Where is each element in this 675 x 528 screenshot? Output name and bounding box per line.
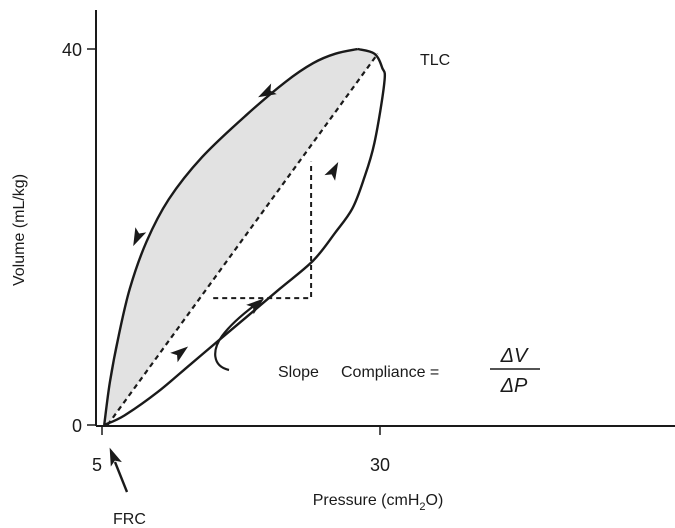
y-tick-label-0: 0 (72, 416, 82, 436)
x-axis-title: Pressure (cmH2O) (313, 492, 444, 513)
slope-pointer-arrow (214, 304, 256, 372)
fraction-numerator: ΔV (500, 345, 529, 367)
fraction-denominator: ΔP (500, 375, 528, 397)
arrow-inflation-upper (324, 162, 339, 181)
compliance-line (106, 53, 379, 426)
y-axis-title: Volume (mL/kg) (11, 174, 28, 286)
tlc-label: TLC (420, 52, 450, 69)
frc-arrow-shaft (113, 461, 129, 493)
hysteresis-area (104, 49, 378, 425)
frc-label: FRC (113, 511, 146, 528)
inflation-curve (103, 47, 387, 427)
deflation-curve (103, 47, 359, 426)
arrow-inflation-lower (170, 346, 189, 363)
slope-label: Slope (278, 364, 319, 381)
x-axis-title-tail: O) (426, 492, 444, 509)
arrow-deflation-left (133, 227, 147, 247)
arrow-deflation-top (258, 83, 277, 98)
compliance-label: Compliance = (341, 364, 439, 381)
x-axis-title-subscript: 2 (419, 501, 425, 513)
x-tick-label-30: 30 (370, 455, 390, 475)
frc-arrowhead (109, 447, 122, 467)
y-tick-label-40: 40 (62, 40, 82, 60)
slope-pointer-arrowhead (246, 298, 265, 315)
x-axis-title-main: Pressure (cmH (313, 492, 420, 509)
x-tick-label-5: 5 (92, 455, 102, 475)
